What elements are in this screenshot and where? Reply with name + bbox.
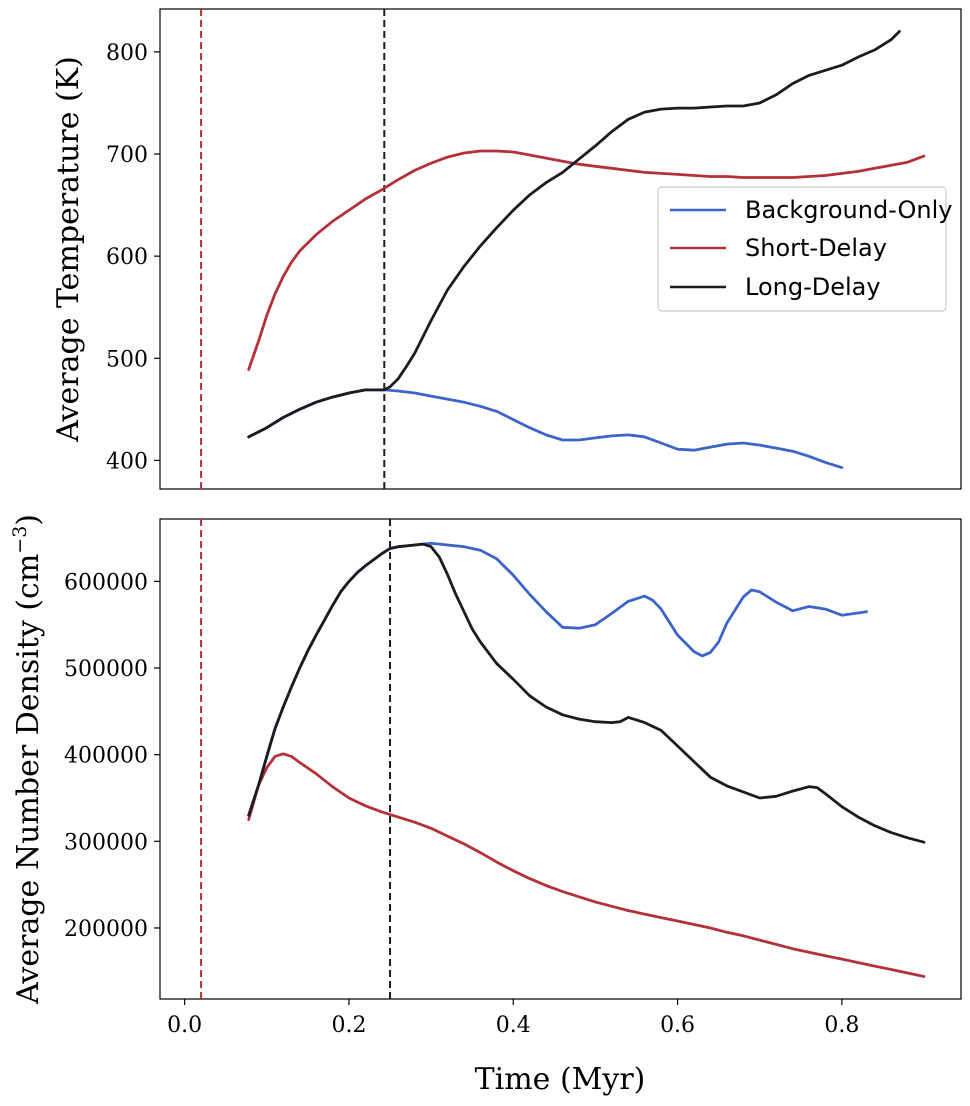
legend-label-background-only: Background-Only — [745, 196, 952, 224]
density-ytick-label: 200000 — [64, 917, 148, 942]
density-ytick-label: 300000 — [64, 830, 148, 855]
density-y-axis-label-superscript: −3 — [9, 526, 31, 554]
density-xtick-label: 0.8 — [824, 1013, 859, 1038]
density-xtick-label: 0.4 — [496, 1013, 531, 1038]
density-y-axis-label-close: ) — [11, 514, 46, 526]
legend-label-short-delay: Short-Delay — [745, 234, 887, 262]
temperature-ytick-label: 700 — [106, 143, 148, 168]
density-series-group — [247, 541, 926, 978]
temperature-reference-lines — [200, 9, 386, 489]
density-reference-lines — [200, 519, 392, 999]
density-xtick-label: 0.0 — [167, 1013, 202, 1038]
temperature-series-long-delay — [247, 30, 901, 439]
density-series-long-delay — [247, 542, 926, 844]
density-xtick-label: 0.6 — [660, 1013, 695, 1038]
density-x-ticks: 0.0 0.2 0.4 0.6 0.8 — [167, 999, 859, 1038]
temperature-ytick-label: 800 — [106, 41, 148, 66]
legend: Background-Only Short-Delay Long-Delay — [657, 186, 952, 312]
temperature-series-group — [247, 30, 926, 470]
density-y-axis-label: Average Number Density (cm−3) — [9, 514, 46, 1005]
density-plot-frame — [159, 518, 962, 1000]
density-ytick-label: 400000 — [64, 744, 148, 769]
density-y-ticks: 200000 300000 400000 500000 600000 — [64, 570, 160, 942]
temperature-ytick-label: 400 — [106, 449, 148, 474]
temperature-series-short-delay — [247, 149, 926, 371]
density-panel: 200000 300000 400000 500000 600000 0.0 0.2 0.4… — [9, 514, 962, 1097]
temperature-plot-frame — [159, 8, 962, 490]
temperature-series-background-only — [247, 388, 844, 470]
density-series-short-delay — [247, 752, 926, 978]
density-y-axis-label-main: Average Number Density (cm — [11, 554, 46, 1005]
temperature-y-axis-label: Average Temperature (K) — [51, 56, 86, 443]
x-axis-label: Time (Myr) — [475, 1062, 646, 1097]
density-xtick-label: 0.2 — [331, 1013, 366, 1038]
density-ytick-label: 600000 — [64, 570, 148, 595]
density-ytick-label: 500000 — [64, 657, 148, 682]
legend-label-long-delay: Long-Delay — [745, 273, 881, 301]
density-series-background-only — [247, 541, 868, 817]
temperature-ytick-label: 600 — [106, 245, 148, 270]
temperature-ytick-label: 500 — [106, 347, 148, 372]
temperature-y-ticks: 400 500 600 700 800 — [106, 41, 160, 474]
legend-box — [657, 186, 947, 312]
